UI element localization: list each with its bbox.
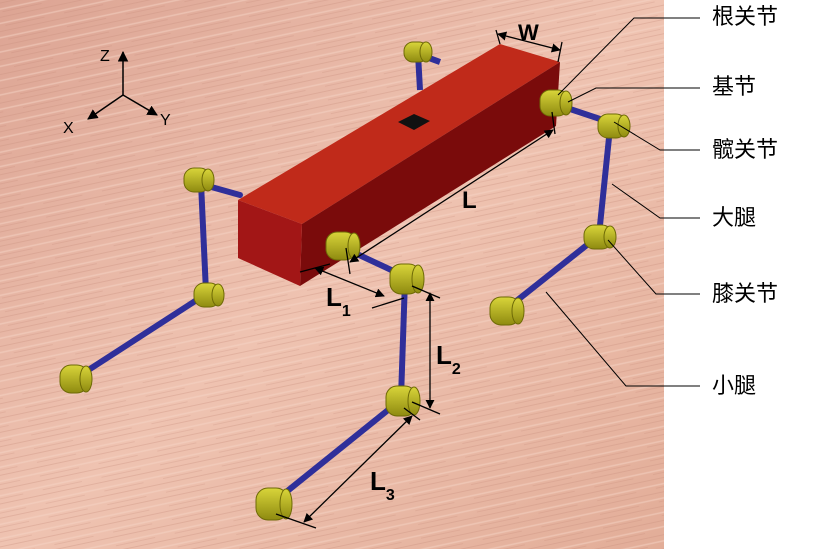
callout-shank: 小腿 xyxy=(712,374,756,399)
dimension-label-w: W xyxy=(518,20,539,45)
callout-knee-joint: 膝关节 xyxy=(712,282,778,307)
callout-leaders xyxy=(545,17,700,387)
axis-label-x: X xyxy=(63,120,74,137)
joint xyxy=(489,296,525,326)
joint xyxy=(385,385,421,417)
coordinate-axes xyxy=(87,50,158,120)
callout-hip-joint: 髋关节 xyxy=(712,138,778,163)
joint xyxy=(255,487,293,521)
joint xyxy=(539,89,573,117)
dimension-lines xyxy=(275,29,563,529)
joint xyxy=(583,224,617,250)
joint xyxy=(183,167,215,193)
axis-label-z: Z xyxy=(100,48,110,65)
dimension-label-l2: L2 xyxy=(436,340,461,378)
joint xyxy=(597,113,631,139)
dimension-label-l3: L3 xyxy=(370,466,395,504)
joint xyxy=(403,41,433,63)
callout-base: 基节 xyxy=(712,75,756,100)
callout-root-joint: 根关节 xyxy=(712,5,778,30)
callout-thigh: 大腿 xyxy=(712,206,756,231)
dimension-label-l1: L1 xyxy=(326,282,351,320)
joint xyxy=(59,364,93,394)
joint xyxy=(325,231,361,261)
joints xyxy=(59,41,631,521)
dimension-label-l: L xyxy=(462,187,477,214)
axis-label-y: Y xyxy=(160,112,171,129)
joint xyxy=(193,282,225,308)
